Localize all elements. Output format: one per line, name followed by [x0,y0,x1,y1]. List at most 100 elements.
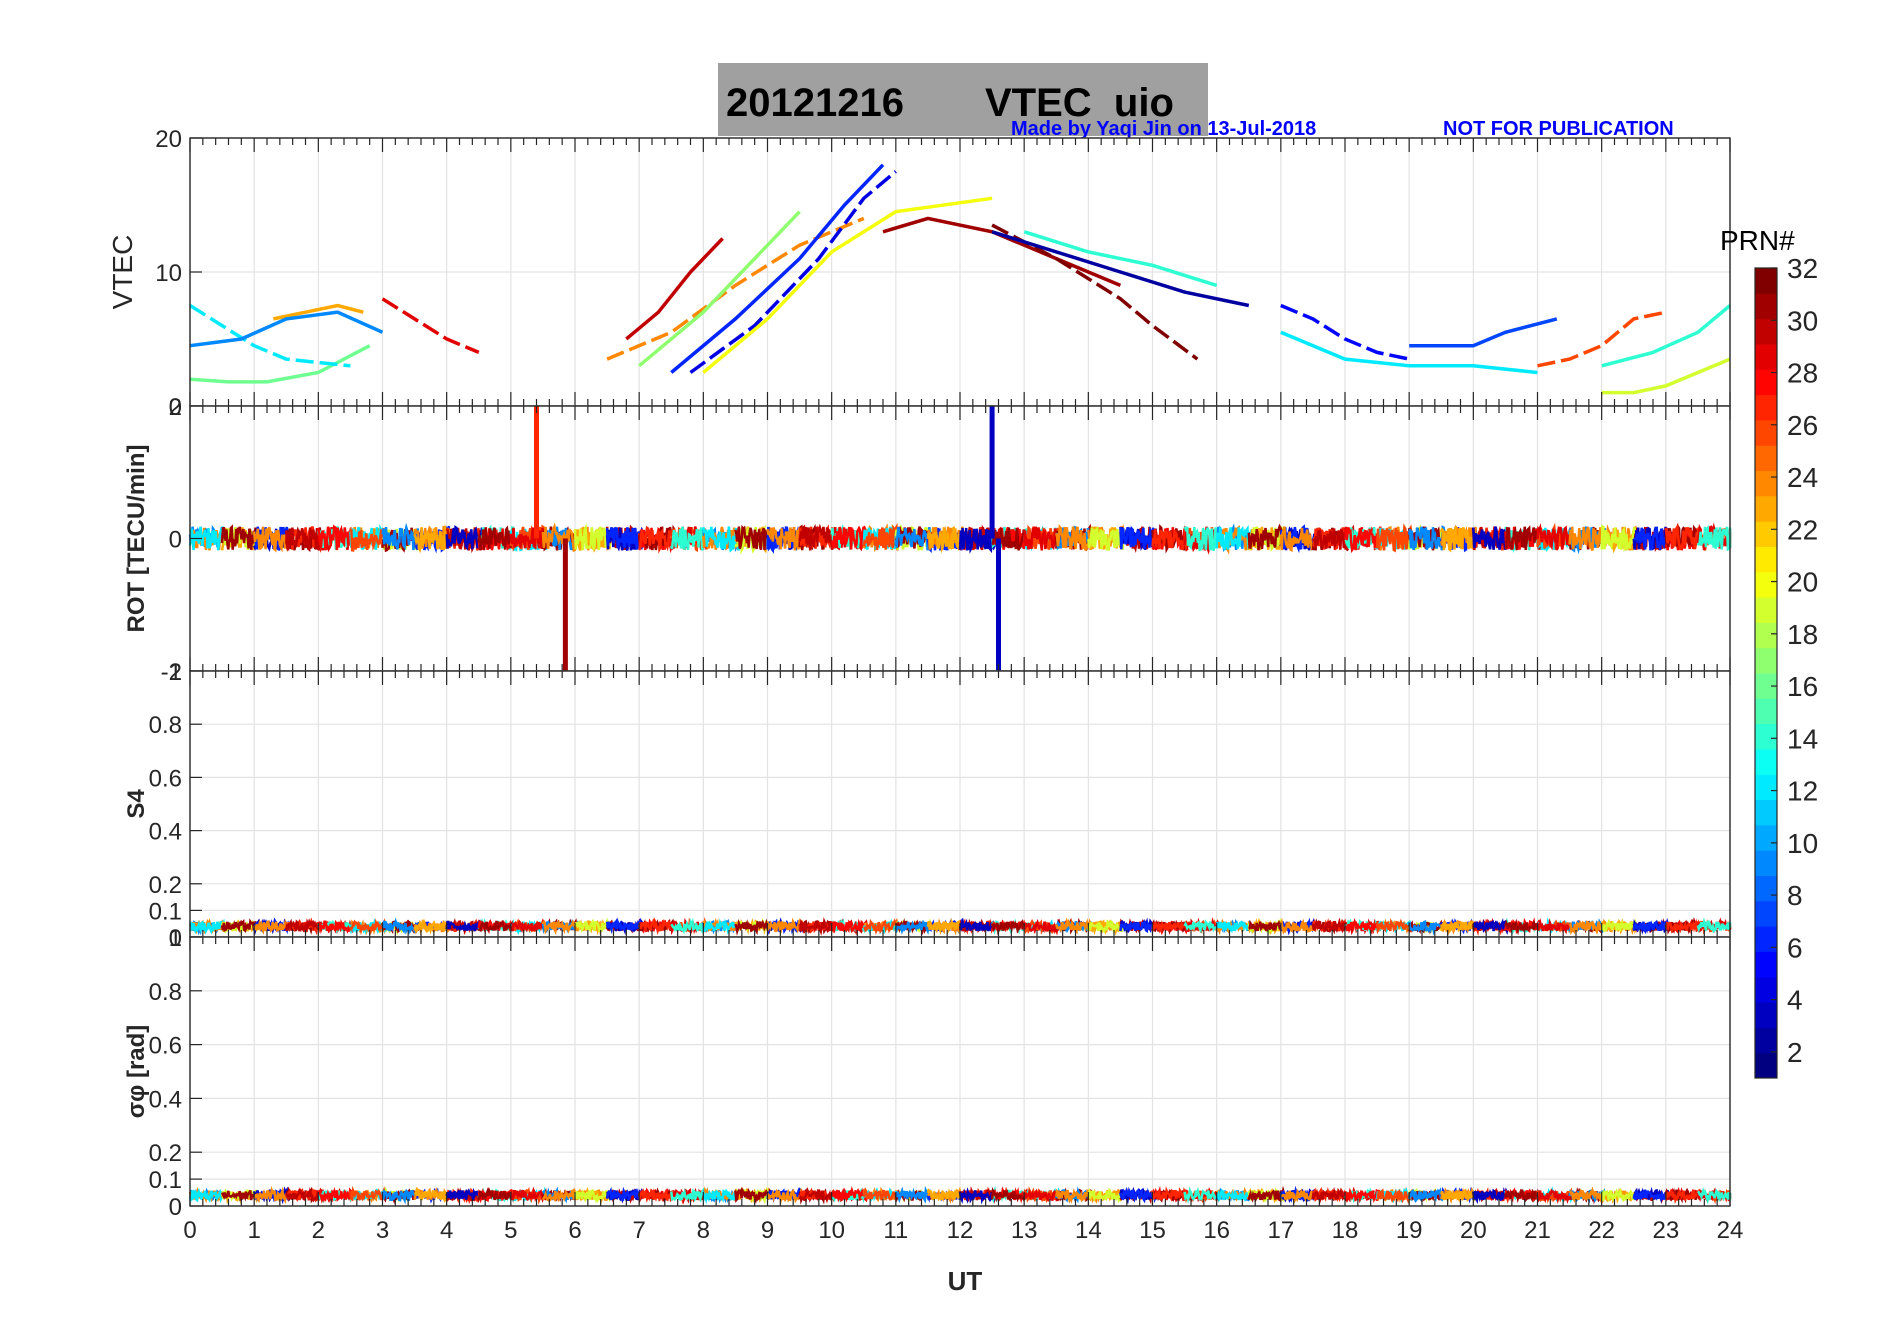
noise-trace-prn-31 [734,524,772,551]
colorbar-step [1755,597,1777,623]
colorbar-step [1755,774,1777,801]
noise-trace-prn-29 [509,1186,548,1203]
y-tick-label: 1 [169,925,182,952]
y-tick-label: 0.6 [149,765,182,792]
noise-trace-prn-23 [413,918,451,935]
noise-trace-prn-24 [253,918,291,935]
noise-trace-prn-31 [990,1187,1029,1203]
colorbar-tick-label: 14 [1787,723,1818,754]
noise-trace-prn-24 [253,1185,291,1205]
colorbar-step [1755,495,1777,522]
noise-trace-prn-24 [766,526,805,551]
noise-trace-prn-23 [413,524,452,554]
noise-trace-prn-9 [894,527,933,551]
noise-trace-prn-26 [863,918,901,936]
x-tick-label: 1 [247,1217,260,1244]
noise-trace-prn-23 [1440,526,1478,553]
colorbar-step [1755,419,1777,446]
vtec-series-prn-6 [670,163,885,374]
colorbar-step [1755,647,1777,674]
colorbar-step [1755,268,1777,294]
colorbar-step [1755,824,1777,851]
noise-trace-prn-28 [317,919,355,935]
colorbar-tick-label: 2 [1787,1037,1803,1068]
noise-trace-prn-3 [445,1187,484,1201]
colorbar-step [1755,976,1777,1003]
x-tick-label: 22 [1588,1217,1615,1244]
noise-trace-prn-19 [573,1189,612,1204]
x-tick-label: 23 [1652,1217,1679,1244]
colorbar-tick-label: 32 [1787,253,1818,284]
noise-trace-prn-9 [894,919,932,936]
y-tick-label: 2 [169,394,182,421]
noise-trace-prn-30 [285,918,323,933]
noise-trace-prn-31 [220,524,259,550]
noise-trace-prn-6 [1119,525,1157,550]
noise-trace-prn-12 [702,526,740,553]
colorbar-step [1755,748,1777,775]
noise-trace-prn-6 [1119,1186,1157,1204]
noise-trace-prn-12 [1215,524,1254,552]
noise-trace-prn-27 [1665,1188,1703,1204]
noise-trace-prn-27 [638,917,676,935]
noise-trace-prn-30 [1311,528,1350,551]
noise-trace-prn-29 [509,526,548,550]
colorbar-step [1755,318,1777,345]
vtec-series-prn-17 [638,210,801,368]
noise-trace-prn-31 [1248,919,1286,932]
noise-trace-prn-28 [831,525,869,550]
noise-trace-prn-26 [509,1186,548,1205]
vtec-series-prn-19 [1601,357,1731,395]
noise-trace-prn-24 [1055,1188,1092,1204]
vtec-series-prn-30 [625,237,724,341]
y-tick-label: 0 [169,1194,182,1221]
colorbar-tick-label: 6 [1787,932,1803,963]
noise-trace-prn-26 [1375,918,1413,935]
noise-trace-prn-27 [1151,919,1189,934]
noise-trace-prn-27 [1664,918,1703,934]
noise-trace-prn-9 [1407,525,1446,551]
vtec-series-prn-4 [689,170,897,374]
colorbar-step [1755,875,1777,902]
noise-trace-prn-28 [317,1187,355,1204]
x-tick-label: 16 [1203,1217,1230,1244]
y-axis-label-vtec: VTEC [107,235,138,310]
data-series [188,406,1732,671]
y-ticks: 00.10.20.40.60.81 [149,925,202,1221]
colorbar-step [1755,1052,1777,1079]
noise-trace-prn-6 [1632,1189,1670,1201]
noise-trace-prn-12 [702,918,740,935]
noise-trace-prn-30 [798,1186,836,1204]
noise-trace-prn-31 [1247,523,1286,551]
y-tick-label: 20 [155,126,182,153]
y-tick-label: 0.8 [149,979,182,1006]
y-tick-label: 0.1 [149,898,182,925]
noise-trace-prn-9 [1407,920,1446,936]
x-ticks [189,671,1731,937]
noise-trace-prn-30 [285,527,323,551]
noise-trace-prn-23 [1440,919,1478,934]
noise-trace-prn-23 [926,1187,965,1202]
data-series [188,1185,1732,1205]
x-ticks [189,937,1731,1206]
noise-trace-prn-14 [1183,919,1221,934]
title-text: VTEC uio [985,81,1174,125]
colorbar-step [1755,622,1777,649]
noise-trace-prn-23 [1440,1188,1478,1204]
colorbar-tick-label: 16 [1787,671,1818,702]
x-tick-label: 24 [1717,1217,1744,1244]
y-axis-label-sigma_phi: σφ [rad] [123,1025,150,1119]
vtec-series-prn-12 [189,304,351,368]
x-ticks [189,138,1731,406]
noise-trace-prn-27 [638,525,676,554]
y-tick-label: 1 [169,659,182,686]
noise-trace-prn-24 [1215,524,1254,555]
y-axis-label-rot: ROT [TECU/min] [123,445,150,633]
x-tick-label: 18 [1332,1217,1359,1244]
x-tick-label: 12 [947,1217,974,1244]
noise-trace-prn-6 [605,1186,644,1202]
x-tick-label: 6 [568,1217,581,1244]
vtec-series-prn-32 [991,223,1199,361]
vtec-series-prn-14 [1601,304,1732,368]
